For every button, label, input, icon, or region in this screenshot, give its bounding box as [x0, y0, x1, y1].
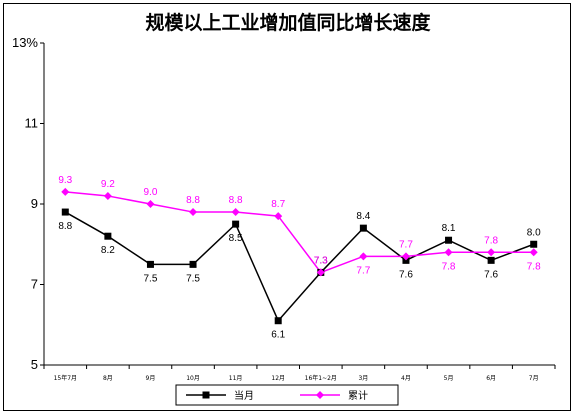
data-label-monthly: 8.8: [58, 221, 72, 232]
data-label-cumulative: 8.7: [271, 199, 285, 210]
data-point-monthly: [61, 208, 69, 216]
x-tick-label: 16年1~2月: [305, 374, 337, 382]
data-label-monthly: 8.2: [101, 245, 115, 256]
data-label-monthly: 8.1: [442, 223, 456, 234]
x-tick-label: 15年7月: [54, 374, 77, 382]
data-label-monthly: 7.6: [484, 269, 498, 280]
axes: 13% 11 9 7 5 15年7月 8月 9月 10月 11月 12月 16年1~2月 3月 4月 5月 6…: [12, 35, 556, 382]
data-point-cumulative: [401, 252, 410, 261]
data-point-monthly: [104, 232, 112, 240]
data-point-monthly: [189, 260, 197, 268]
data-point-monthly: [402, 256, 410, 264]
data-label-monthly: 8.0: [527, 227, 541, 238]
x-tick-label: 10月: [186, 375, 200, 382]
data-label-monthly: 7.5: [144, 273, 158, 284]
y-tick-label: 5: [31, 357, 38, 372]
x-tick-label: 6月: [486, 375, 496, 382]
x-tick-label: 3月: [358, 375, 368, 382]
legend-marker-cumulative: [316, 391, 324, 399]
data-label-cumulative: 7.8: [484, 235, 498, 246]
legend-label-cumulative: 累计: [348, 389, 368, 402]
x-tick-label: 12月: [271, 375, 285, 382]
data-labels: 8.8 8.2 7.5 7.5 8.5 6.1 7.3 8.4 7.6 8.1 7.6 8.0 9.3 9…: [58, 175, 541, 341]
chart-title: 规模以上工业增加值同比增长速度: [145, 11, 431, 34]
x-tick-label: 11月: [229, 375, 243, 382]
data-label-monthly: 7.5: [186, 273, 200, 284]
legend-box: [175, 384, 399, 406]
data-label-cumulative: 9.0: [144, 187, 158, 198]
legend-item-cumulative: 累计: [300, 389, 368, 402]
legend-label-monthly: 当月: [234, 389, 254, 402]
legend-item-monthly: 当月: [186, 389, 254, 402]
data-label-cumulative: 8.8: [186, 195, 200, 206]
data-point-cumulative: [316, 268, 325, 277]
data-point-monthly: [445, 236, 453, 244]
data-point-monthly: [232, 220, 240, 228]
data-label-monthly: 8.5: [229, 233, 243, 244]
data-label-cumulative: 7.7: [399, 239, 413, 250]
data-point-monthly: [487, 256, 495, 264]
data-point-cumulative: [231, 208, 240, 217]
chart-frame: [3, 3, 571, 411]
data-label-monthly: 7.3: [314, 255, 328, 266]
legend-marker-monthly: [202, 391, 210, 399]
data-point-cumulative: [444, 248, 453, 257]
data-point-cumulative: [359, 252, 368, 261]
data-label-cumulative: 7.8: [442, 261, 456, 272]
series-markers: [61, 187, 538, 325]
y-tick-label: 13%: [12, 35, 38, 50]
data-label-cumulative: 7.8: [527, 261, 541, 272]
data-label-monthly: 8.4: [356, 211, 370, 222]
data-point-cumulative: [61, 187, 70, 196]
data-point-cumulative: [189, 208, 198, 217]
data-point-monthly: [359, 224, 367, 232]
data-point-cumulative: [103, 191, 112, 200]
data-label-cumulative: 9.2: [101, 179, 115, 190]
data-label-monthly: 6.1: [271, 330, 285, 341]
series-line-monthly: [64, 211, 534, 323]
y-tick-label: 7: [31, 277, 38, 292]
series-lines: [64, 191, 534, 323]
data-point-cumulative: [487, 248, 496, 257]
x-tick-label: 9月: [146, 375, 156, 382]
series-line-cumulative: [65, 191, 534, 274]
data-label-cumulative: 7.7: [356, 265, 370, 276]
x-tick-label: 8月: [103, 375, 113, 382]
data-label-monthly: 7.6: [399, 269, 413, 280]
data-point-cumulative: [146, 200, 155, 208]
data-label-cumulative: 9.3: [58, 175, 72, 186]
y-tick-label: 11: [25, 116, 39, 131]
y-tick-label: 9: [31, 196, 38, 211]
data-point-cumulative: [274, 212, 283, 221]
data-point-monthly: [146, 260, 154, 268]
x-tick-label: 5月: [444, 375, 454, 382]
data-label-cumulative: 7.3: [314, 255, 328, 266]
data-label-cumulative: 8.8: [229, 195, 243, 206]
data-point-cumulative: [529, 248, 538, 257]
x-tick-label: 7月: [529, 375, 539, 382]
x-tick-label: 4月: [401, 375, 411, 382]
data-point-monthly: [530, 240, 538, 248]
data-point-monthly: [274, 317, 282, 325]
